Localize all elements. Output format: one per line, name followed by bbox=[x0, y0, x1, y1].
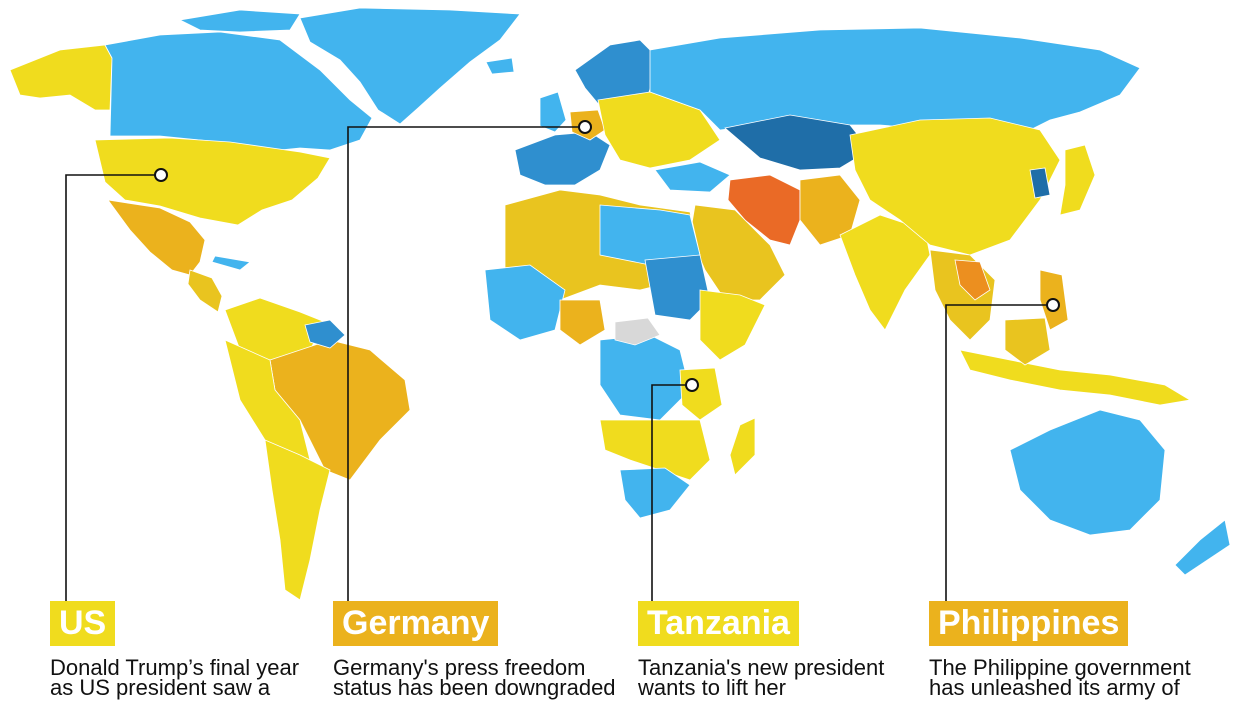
callout-tanzania: Tanzania Tanzania's new president wants … bbox=[638, 601, 885, 700]
region-japan bbox=[1059, 144, 1096, 216]
region-nigeria bbox=[559, 299, 606, 346]
region-canada-islands bbox=[178, 9, 301, 33]
region-borneo bbox=[1004, 317, 1051, 366]
region-iceland bbox=[485, 57, 515, 75]
region-tanzania bbox=[679, 367, 723, 421]
region-west-africa bbox=[484, 264, 566, 341]
country-tag-philippines: Philippines bbox=[929, 601, 1129, 646]
callout-philippines: Philippines The Philippine government ha… bbox=[929, 601, 1191, 700]
leader-line-philippines bbox=[945, 304, 1053, 601]
country-tag-tanzania: Tanzania bbox=[638, 601, 799, 646]
region-horn-of-africa bbox=[699, 289, 766, 361]
country-tag-germany: Germany bbox=[333, 601, 499, 646]
marker-tanzania bbox=[685, 378, 699, 392]
region-argentina-chile bbox=[264, 439, 331, 601]
region-mexico bbox=[107, 199, 206, 276]
region-cuba bbox=[211, 255, 251, 271]
region-new-zealand bbox=[1174, 519, 1231, 576]
marker-us bbox=[154, 168, 168, 182]
region-south-africa bbox=[619, 467, 691, 519]
leader-line-tanzania bbox=[651, 384, 692, 601]
region-western-europe bbox=[514, 131, 611, 186]
region-china bbox=[849, 117, 1061, 256]
region-greenland bbox=[299, 7, 521, 125]
region-central-america bbox=[187, 269, 223, 313]
region-central-africa bbox=[599, 334, 691, 421]
region-indochina bbox=[954, 259, 991, 301]
leader-line-germany bbox=[347, 126, 585, 601]
region-usa bbox=[94, 137, 331, 226]
callout-text-philippines: The Philippine government has unleashed … bbox=[929, 655, 1191, 700]
callout-text-us: Donald Trump’s final year as US presiden… bbox=[50, 655, 300, 700]
marker-germany bbox=[578, 120, 592, 134]
leader-lines bbox=[65, 126, 1053, 601]
callout-text-germany: Germany's press freedom status has been … bbox=[333, 655, 616, 700]
marker-philippines bbox=[1046, 298, 1060, 312]
region-madagascar bbox=[729, 417, 756, 476]
callout-us: US Donald Trump’s final year as US presi… bbox=[50, 601, 300, 700]
region-canada bbox=[104, 31, 373, 153]
region-korea bbox=[1029, 167, 1051, 199]
region-uk bbox=[539, 91, 567, 133]
country-tag-us: US bbox=[50, 601, 116, 646]
markers bbox=[154, 120, 1060, 392]
region-indonesia bbox=[959, 349, 1192, 406]
region-alaska bbox=[9, 44, 113, 111]
region-guianas bbox=[304, 319, 346, 349]
leader-line-us bbox=[65, 174, 161, 601]
region-iran bbox=[727, 174, 801, 246]
callout-text-tanzania: Tanzania's new president wants to lift h… bbox=[638, 655, 885, 700]
region-russia bbox=[649, 27, 1141, 136]
region-india bbox=[839, 214, 931, 331]
region-no-data bbox=[614, 317, 661, 346]
region-turkey bbox=[654, 161, 731, 193]
region-australia bbox=[1009, 409, 1166, 536]
region-southern-africa bbox=[599, 419, 711, 481]
callout-germany: Germany Germany's press freedom status h… bbox=[333, 601, 616, 700]
